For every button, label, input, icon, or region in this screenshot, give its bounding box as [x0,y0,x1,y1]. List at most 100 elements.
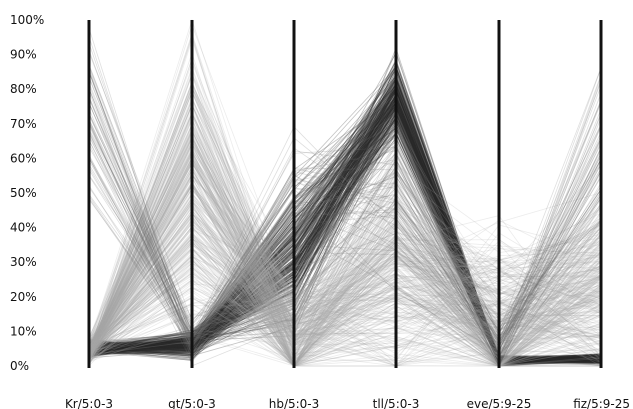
data-line-dark [88,90,602,361]
data-line-dark [88,61,602,361]
data-line-light [88,254,602,364]
data-line-dark [88,88,602,362]
data-line-light [88,201,602,367]
data-line-light [88,81,602,354]
data-line-dark [88,136,602,364]
data-line-dark [88,86,602,363]
data-line-dark [88,79,602,362]
data-line-light [88,202,602,344]
data-line-dark [88,90,601,360]
data-line-dark [88,100,602,365]
data-line-dark [88,81,602,367]
data-line-dark [88,95,602,363]
data-line-dark [88,85,602,362]
data-line-upper-left [88,129,602,367]
data-line-dark [88,86,602,366]
data-line-upper-left [88,88,602,350]
data-line-light [88,80,602,367]
data-line-dark [88,122,602,362]
data-line-light [88,215,602,367]
data-line-light [88,207,602,367]
data-line-dark [88,86,602,358]
data-line-dark [88,103,602,361]
data-line-upper-left [88,96,602,346]
data-line-dark [88,86,602,364]
data-line-light [88,253,602,364]
data-line-dark [88,103,602,363]
data-line-dark [88,70,602,364]
data-line-light [88,190,602,357]
data-line-dark [88,152,602,364]
data-line-light [88,118,602,367]
data-line-light [88,226,602,346]
data-line-dark [88,128,602,364]
data-line-dark [88,88,602,361]
data-line-light [88,171,602,367]
data-line-dark [88,115,602,361]
data-line-light [88,247,602,367]
data-line-dark [88,95,602,364]
data-line-light [88,141,602,358]
data-line-light [88,112,602,359]
data-line-dark [88,69,602,362]
data-line-light [88,237,602,353]
data-line-dark [88,137,602,358]
data-line-light [88,259,602,367]
data-line-upper-left [88,87,602,361]
data-line-dark [88,95,602,361]
data-line-light [88,257,602,363]
data-line-light [88,142,602,361]
data-line-light [88,127,602,352]
data-line-dark [88,64,602,364]
data-line-dark [88,118,602,365]
data-line-dark [88,87,602,366]
data-line-upper-left [88,98,602,366]
data-line-light [88,147,602,367]
data-line-light [88,201,602,356]
data-line-light [88,223,602,344]
data-line-light [88,135,602,367]
data-line-light [88,266,602,367]
data-line-dark [88,132,602,360]
data-line-light [88,154,601,367]
data-line-light [88,288,602,367]
data-line-light [88,156,602,354]
axis-labels: Kr/5:0-3 gt/5:0-3 hb/5:0-3 tll/5:0-3 eve/5:9… [65,397,630,409]
data-line-light [88,122,602,341]
data-line-light [88,242,602,350]
data-line-light [88,160,602,366]
data-line-dark [88,130,602,364]
data-line-upper-left [88,158,602,367]
data-line-light [88,248,602,346]
data-line-light [88,169,602,353]
data-line-dark [88,106,602,362]
data-line-light [88,188,602,348]
y-tick-label: 60% [10,151,37,165]
data-line-dark [88,77,602,357]
data-line-light [88,229,602,365]
data-line-light [88,187,602,367]
data-line-light [88,219,602,353]
data-line-light [88,237,602,367]
data-line-light [88,247,602,358]
data-line-upper-left [88,175,602,351]
data-line-dark [88,61,602,365]
data-line-dark [88,89,602,361]
data-line-light [88,219,602,354]
data-line-light [88,197,602,367]
data-line-dark [88,132,602,364]
data-line-light [88,186,602,367]
data-line-light [88,202,602,367]
data-line-light [88,192,602,362]
axis-label: hb/5:0-3 [269,397,320,409]
data-line-light [88,143,602,362]
data-line-dark [88,98,602,364]
data-line-light [88,91,602,358]
data-line-light [88,217,602,367]
data-line-dark [88,132,602,363]
data-line-light [88,245,602,362]
data-line-light [88,303,602,357]
data-line-upper-left [88,150,602,349]
data-line-upper-left [88,130,602,360]
data-line-dark [88,101,602,361]
